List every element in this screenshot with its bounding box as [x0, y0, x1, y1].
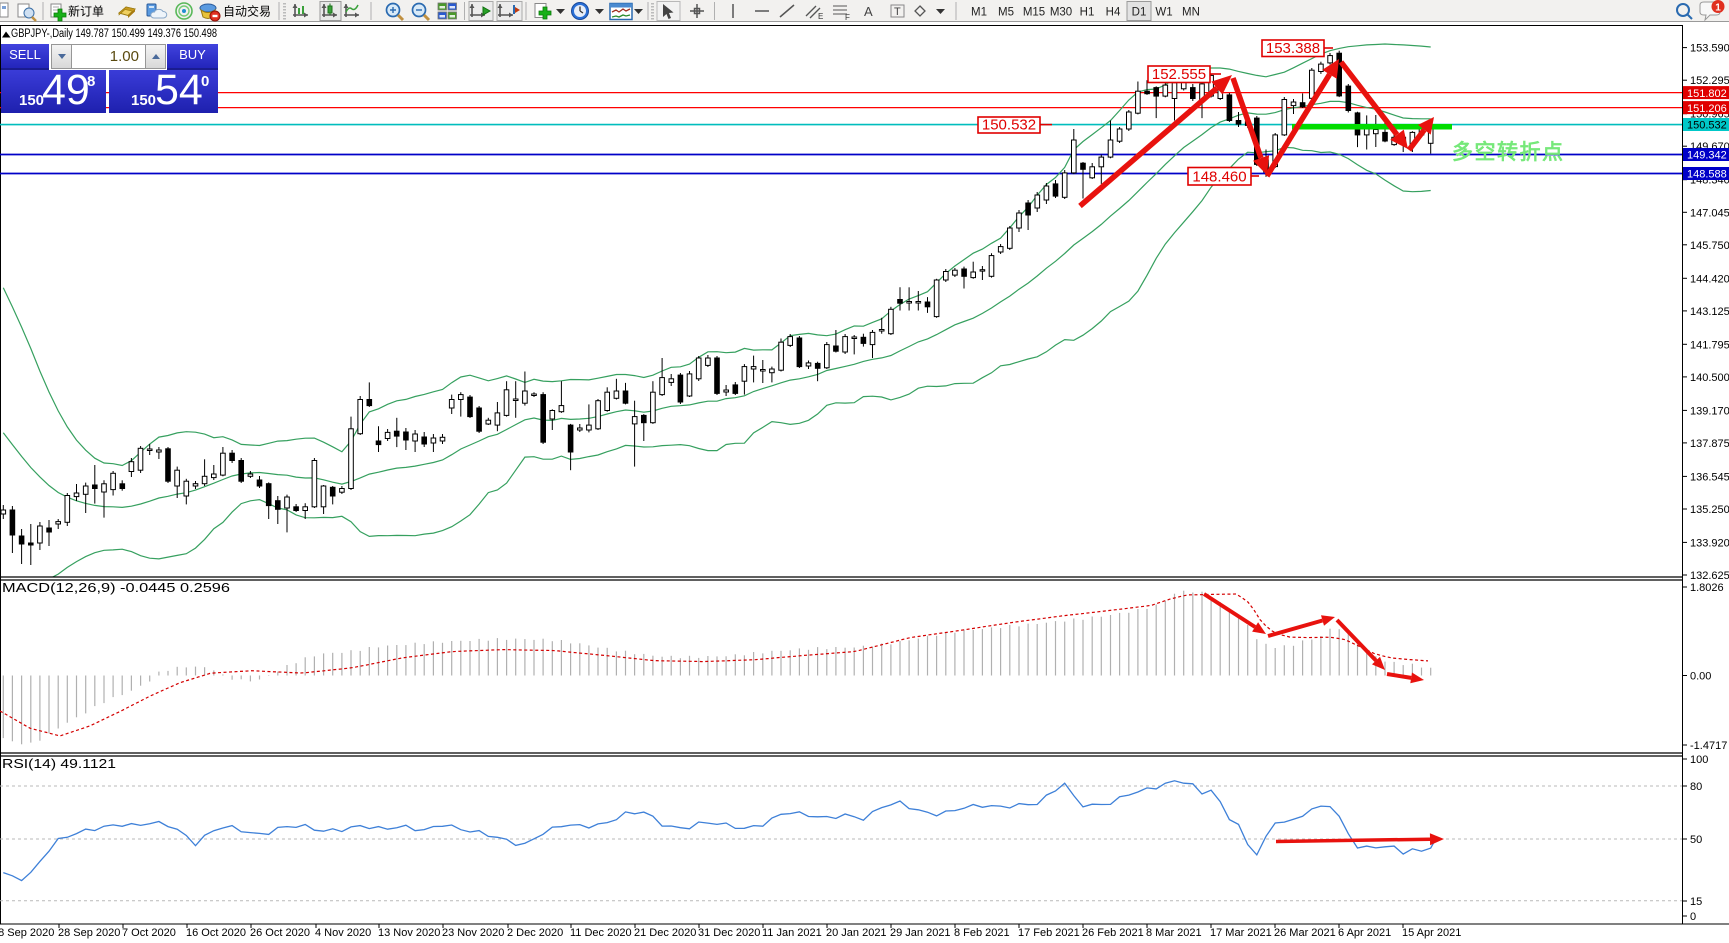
- svg-text:自动交易: 自动交易: [223, 4, 271, 19]
- svg-text:0: 0: [1690, 911, 1696, 923]
- svg-text:多空转折点: 多空转折点: [1452, 140, 1565, 164]
- svg-text:8 Mar 2021: 8 Mar 2021: [1146, 927, 1202, 939]
- svg-text:T: T: [894, 6, 901, 18]
- svg-text:15: 15: [1690, 896, 1702, 908]
- svg-text:149.342: 149.342: [1687, 150, 1727, 162]
- svg-text:17 Feb 2021: 17 Feb 2021: [1018, 927, 1080, 939]
- svg-text:11 Dec 2020: 11 Dec 2020: [570, 927, 632, 939]
- svg-text:148.588: 148.588: [1687, 169, 1727, 181]
- svg-text:139.170: 139.170: [1690, 405, 1729, 417]
- svg-text:M15: M15: [1023, 7, 1045, 19]
- svg-text:4 Nov 2020: 4 Nov 2020: [315, 927, 371, 939]
- svg-text:21 Dec 2020: 21 Dec 2020: [634, 927, 696, 939]
- svg-text:152.295: 152.295: [1690, 75, 1729, 87]
- svg-text:29 Jan 2021: 29 Jan 2021: [890, 927, 951, 939]
- svg-text:A: A: [864, 4, 873, 19]
- svg-text:MACD(12,26,9) -0.0445 0.2596: MACD(12,26,9) -0.0445 0.2596: [2, 581, 230, 595]
- svg-text:143.125: 143.125: [1690, 306, 1729, 318]
- svg-text:28 Sep 2020: 28 Sep 2020: [58, 927, 120, 939]
- svg-text:26 Feb 2021: 26 Feb 2021: [1082, 927, 1144, 939]
- svg-text:50: 50: [1690, 834, 1702, 846]
- svg-text:150.532: 150.532: [982, 117, 1036, 134]
- svg-text:7 Oct 2020: 7 Oct 2020: [122, 927, 176, 939]
- svg-text:152.555: 152.555: [1152, 66, 1206, 83]
- svg-text:2 Dec 2020: 2 Dec 2020: [507, 927, 563, 939]
- svg-text:1.8026: 1.8026: [1690, 582, 1724, 594]
- svg-text:31 Dec 2020: 31 Dec 2020: [698, 927, 760, 939]
- svg-text:147.045: 147.045: [1690, 207, 1729, 219]
- svg-text:151.802: 151.802: [1687, 88, 1727, 100]
- svg-text:133.920: 133.920: [1690, 537, 1729, 549]
- svg-text:18 Sep 2020: 18 Sep 2020: [0, 927, 54, 939]
- svg-text:141.795: 141.795: [1690, 339, 1729, 351]
- svg-text:H1: H1: [1080, 7, 1095, 19]
- svg-text:26 Mar 2021: 26 Mar 2021: [1274, 927, 1336, 939]
- svg-text:100: 100: [1690, 754, 1708, 766]
- svg-text:W1: W1: [1155, 7, 1172, 19]
- svg-text:MN: MN: [1182, 7, 1200, 19]
- svg-text:11 Jan 2021: 11 Jan 2021: [762, 927, 822, 939]
- svg-text:1: 1: [1715, 3, 1721, 14]
- svg-text:145.750: 145.750: [1690, 240, 1729, 252]
- svg-text:-1.4717: -1.4717: [1690, 740, 1727, 752]
- svg-text:F: F: [845, 13, 850, 22]
- svg-text:16 Oct 2020: 16 Oct 2020: [186, 927, 246, 939]
- svg-text:137.875: 137.875: [1690, 438, 1729, 450]
- svg-text:M30: M30: [1050, 7, 1072, 19]
- svg-text:RSI(14) 49.1121: RSI(14) 49.1121: [2, 757, 116, 771]
- svg-text:150.532: 150.532: [1687, 120, 1727, 132]
- svg-text:6 Apr 2021: 6 Apr 2021: [1338, 927, 1391, 939]
- svg-text:132.625: 132.625: [1690, 570, 1729, 582]
- svg-text:135.250: 135.250: [1690, 504, 1729, 516]
- svg-text:140.500: 140.500: [1690, 372, 1729, 384]
- svg-text:E: E: [818, 12, 823, 21]
- svg-text:13 Nov 2020: 13 Nov 2020: [378, 927, 440, 939]
- svg-text:80: 80: [1690, 781, 1702, 793]
- svg-text:8 Feb 2021: 8 Feb 2021: [954, 927, 1010, 939]
- svg-text:M5: M5: [998, 7, 1014, 19]
- svg-text:23 Nov 2020: 23 Nov 2020: [442, 927, 504, 939]
- svg-text:148.460: 148.460: [1192, 169, 1246, 186]
- svg-text:20 Jan 2021: 20 Jan 2021: [826, 927, 887, 939]
- svg-text:15 Apr 2021: 15 Apr 2021: [1402, 927, 1461, 939]
- svg-text:新订单: 新订单: [68, 4, 104, 19]
- svg-text:H4: H4: [1106, 7, 1121, 19]
- svg-text:M1: M1: [971, 7, 987, 19]
- svg-text:136.545: 136.545: [1690, 471, 1729, 483]
- svg-text:153.590: 153.590: [1690, 43, 1729, 55]
- svg-text:GBPJPY-,Daily 149.787 150.499: GBPJPY-,Daily 149.787 150.499 149.376 15…: [11, 28, 217, 40]
- svg-text:144.420: 144.420: [1690, 273, 1729, 285]
- svg-text:D1: D1: [1132, 7, 1147, 19]
- svg-text:26 Oct 2020: 26 Oct 2020: [250, 927, 310, 939]
- svg-text:17 Mar 2021: 17 Mar 2021: [1210, 927, 1272, 939]
- svg-text:151.206: 151.206: [1687, 103, 1727, 115]
- svg-text:0.00: 0.00: [1690, 671, 1711, 683]
- svg-text:153.388: 153.388: [1266, 40, 1320, 57]
